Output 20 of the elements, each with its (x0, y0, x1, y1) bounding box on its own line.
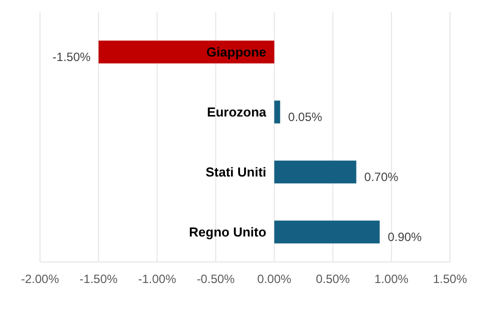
x-tick-label: -1.50% (80, 272, 118, 286)
y-tick-label: Eurozona (207, 104, 268, 120)
bar (274, 160, 356, 184)
bar (274, 100, 280, 124)
x-tick-label: 0.50% (316, 272, 350, 286)
y-tick-label: Regno Unito (189, 224, 266, 240)
x-tick-label: -2.00% (20, 272, 60, 286)
data-label: 0.70% (364, 170, 399, 184)
y-tick-label: Stati Uniti (206, 164, 266, 180)
data-label: 0.90% (388, 230, 422, 244)
x-tick-label: 1.00% (374, 272, 409, 286)
x-tick-label: 1.50% (432, 272, 468, 286)
x-tick-label: -0.50% (196, 272, 236, 286)
x-tick-label: -1.00% (138, 272, 176, 286)
data-label: -1.50% (52, 50, 91, 64)
bar (98, 40, 274, 64)
x-tick-label: 0.00% (257, 272, 292, 286)
bar (274, 220, 380, 244)
y-tick-label: Giappone (206, 44, 266, 60)
data-label: 0.05% (288, 110, 322, 124)
